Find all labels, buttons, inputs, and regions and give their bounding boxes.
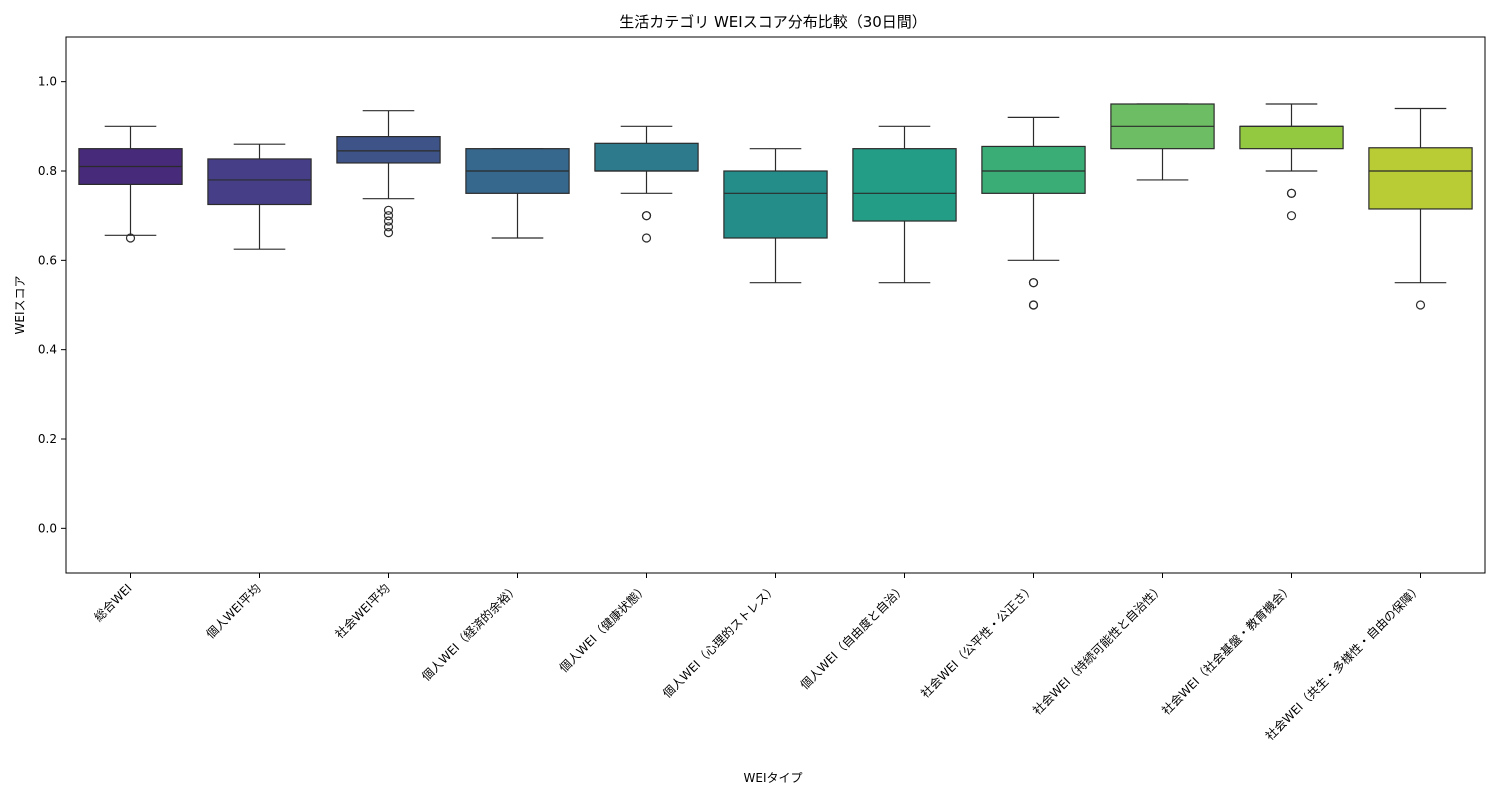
box-group [852,125,957,284]
chart-title: 生活カテゴリ WEIスコア分布比較（30日間） [619,13,927,31]
outlier-point [383,211,394,221]
box-group [981,116,1086,310]
box-group [1239,103,1344,221]
x-tick-label: 個人WEI平均 [204,581,264,641]
outlier-point [383,216,394,226]
x-tick-label: 個人WEI（経済的余裕） [418,581,521,684]
outlier-point [383,205,394,215]
x-tick-label: 総合WEI [91,581,135,625]
box-group [594,125,699,243]
outlier-point [1286,211,1297,221]
box-group [723,148,828,284]
x-tick-label: 社会WEI（公平性・公正さ） [917,581,1037,701]
box-group [1110,103,1215,181]
box-iqr [981,145,1086,194]
box-iqr [1368,147,1473,210]
x-tick-label: 社会WEI（共生・多様性・自由の保障） [1262,581,1425,744]
box-iqr [594,142,699,172]
outlier-point [383,228,394,238]
plot-area-frame [65,36,1486,574]
box-group [207,143,312,250]
box-iqr [723,170,828,239]
box-iqr [852,148,957,222]
y-tick-label: 0.8 [38,164,57,178]
y-tick-label: 1.0 [38,75,57,89]
outlier-point [1028,300,1039,310]
x-axis-label: WEIタイプ [744,771,803,785]
box-group [1368,107,1473,310]
x-tick-label: 個人WEI（自由度と自治） [797,581,909,693]
y-tick-label: 0.0 [38,521,57,535]
y-axis-label: WEIスコア [13,276,27,335]
x-tick-label: 社会WEI平均 [332,581,393,642]
box-iqr [336,136,441,164]
x-tick-label: 個人WEI（心理的ストレス） [659,581,779,701]
outlier-point [383,222,394,232]
box-iqr [1239,125,1344,150]
box-group [465,148,570,239]
x-tick-label: 社会WEI（社会基盤・教育機会） [1158,581,1295,718]
outlier-point [125,233,136,243]
box-group [336,110,441,238]
x-tick-label: 個人WEI（健康状態） [556,581,651,676]
outlier-point [641,233,652,243]
y-tick-label: 0.6 [38,253,57,267]
box-iqr [207,158,312,206]
outlier-point [1415,300,1426,310]
outlier-point [1028,278,1039,288]
y-tick-label: 0.2 [38,432,57,446]
outlier-point [1286,188,1297,198]
x-tick-label: 社会WEI（持続可能性と自治性） [1029,581,1166,718]
outlier-point [641,211,652,221]
box-group [78,125,183,243]
y-tick-label: 0.4 [38,343,57,357]
